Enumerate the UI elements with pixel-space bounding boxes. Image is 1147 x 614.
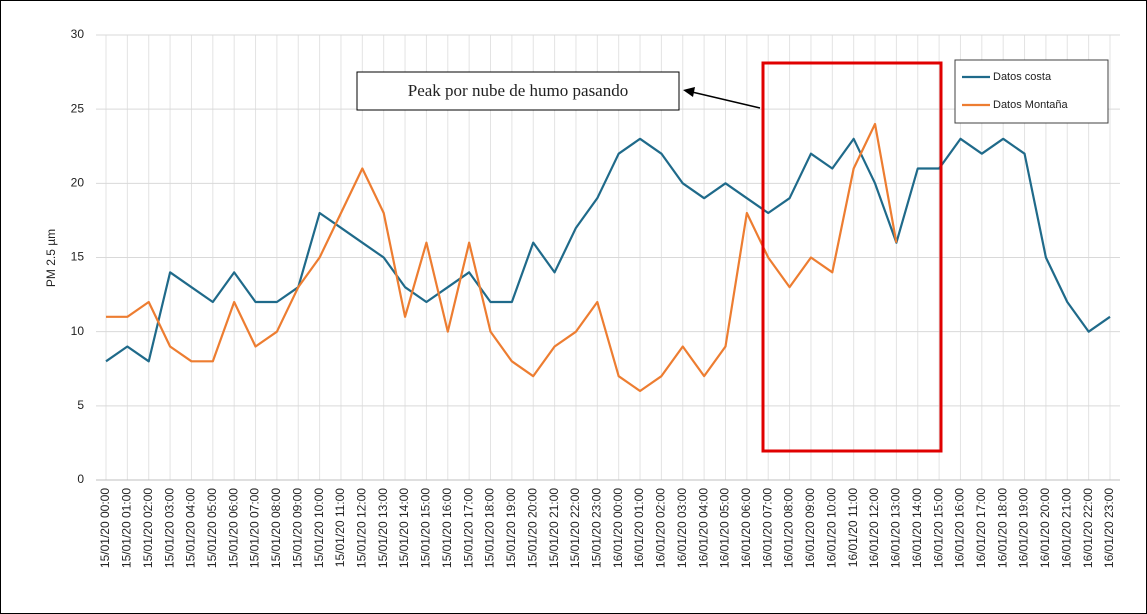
y-tick-label: 25 (71, 101, 85, 115)
x-tick-label: 15/01/20 15:00 (419, 488, 433, 568)
x-tick-label: 15/01/20 08:00 (269, 488, 283, 568)
legend-label: Datos costa (993, 71, 1052, 83)
x-tick-label: 15/01/20 05:00 (205, 488, 219, 568)
x-tick-label: 16/01/20 15:00 (931, 488, 945, 568)
x-tick-label: 15/01/20 09:00 (290, 488, 304, 568)
y-tick-label: 20 (71, 176, 85, 190)
x-tick-label: 15/01/20 18:00 (483, 488, 497, 568)
x-tick-label: 15/01/20 23:00 (589, 488, 603, 568)
x-tick-label: 16/01/20 13:00 (889, 488, 903, 568)
x-tick-label: 16/01/20 03:00 (675, 488, 689, 568)
annotation-arrow (691, 91, 761, 109)
x-tick-label: 15/01/20 16:00 (440, 488, 454, 568)
series-line (105, 137, 1111, 363)
x-tick-label: 16/01/20 18:00 (995, 488, 1009, 568)
x-tick-label: 16/01/20 10:00 (824, 488, 838, 568)
x-tick-label: 16/01/20 02:00 (654, 488, 668, 568)
y-tick-label: 15 (71, 250, 85, 264)
arrow-head (683, 87, 695, 97)
y-tick-label: 0 (77, 472, 84, 486)
x-tick-label: 15/01/20 13:00 (376, 488, 390, 568)
x-tick-label: 15/01/20 01:00 (120, 488, 134, 568)
x-tick-label: 15/01/20 14:00 (397, 488, 411, 568)
x-tick-label: 15/01/20 19:00 (504, 488, 518, 568)
x-tick-label: 16/01/20 11:00 (846, 488, 860, 568)
x-tick-label: 16/01/20 04:00 (696, 488, 710, 568)
legend-box (954, 59, 1109, 124)
x-tick-label: 16/01/20 00:00 (611, 488, 625, 568)
x-tick-label: 15/01/20 22:00 (568, 488, 582, 568)
x-tick-label: 16/01/20 23:00 (1102, 488, 1116, 568)
x-tick-label: 15/01/20 07:00 (248, 488, 262, 568)
annotation: Peak por nube de humo pasando (408, 81, 628, 100)
highlight-box (761, 61, 943, 453)
x-tick-label: 15/01/20 17:00 (461, 488, 475, 568)
y-tick-label: 30 (71, 27, 85, 41)
x-tick-label: 16/01/20 21:00 (1059, 488, 1073, 568)
legend-label: Datos Montaña (993, 99, 1068, 111)
x-tick-label: 15/01/20 04:00 (184, 488, 198, 568)
x-tick-label: 15/01/20 20:00 (525, 488, 539, 568)
series-line (106, 122, 898, 393)
x-tick-label: 16/01/20 17:00 (974, 488, 988, 568)
x-tick-label: 16/01/20 16:00 (953, 488, 967, 568)
x-tick-label: 16/01/20 06:00 (739, 488, 753, 568)
x-tick-label: 16/01/20 20:00 (1038, 488, 1052, 568)
annotation-box (356, 71, 680, 111)
x-tick-label: 16/01/20 19:00 (1017, 488, 1031, 568)
x-tick-label: 16/01/20 01:00 (632, 488, 646, 568)
x-tick-label: 16/01/20 05:00 (718, 488, 732, 568)
y-tick-label: 5 (77, 398, 84, 412)
x-tick-label: 16/01/20 08:00 (782, 488, 796, 568)
x-tick-label: 16/01/20 22:00 (1081, 488, 1095, 568)
y-axis-label: PM 2.5 µm (44, 229, 58, 287)
x-tick-label: 15/01/20 11:00 (333, 488, 347, 568)
x-tick-label: 15/01/20 06:00 (226, 488, 240, 568)
y-tick-label: 10 (71, 324, 85, 338)
x-tick-label: 15/01/20 02:00 (141, 488, 155, 568)
x-tick-label: 15/01/20 21:00 (547, 488, 561, 568)
x-tick-label: 15/01/20 12:00 (355, 488, 369, 568)
x-tick-label: 16/01/20 14:00 (910, 488, 924, 568)
x-tick-label: 15/01/20 00:00 (98, 488, 112, 568)
x-tick-label: 16/01/20 12:00 (867, 488, 881, 568)
x-tick-label: 16/01/20 07:00 (760, 488, 774, 568)
x-tick-label: 15/01/20 10:00 (312, 488, 326, 568)
x-tick-label: 15/01/20 03:00 (162, 488, 176, 568)
x-tick-label: 16/01/20 09:00 (803, 488, 817, 568)
